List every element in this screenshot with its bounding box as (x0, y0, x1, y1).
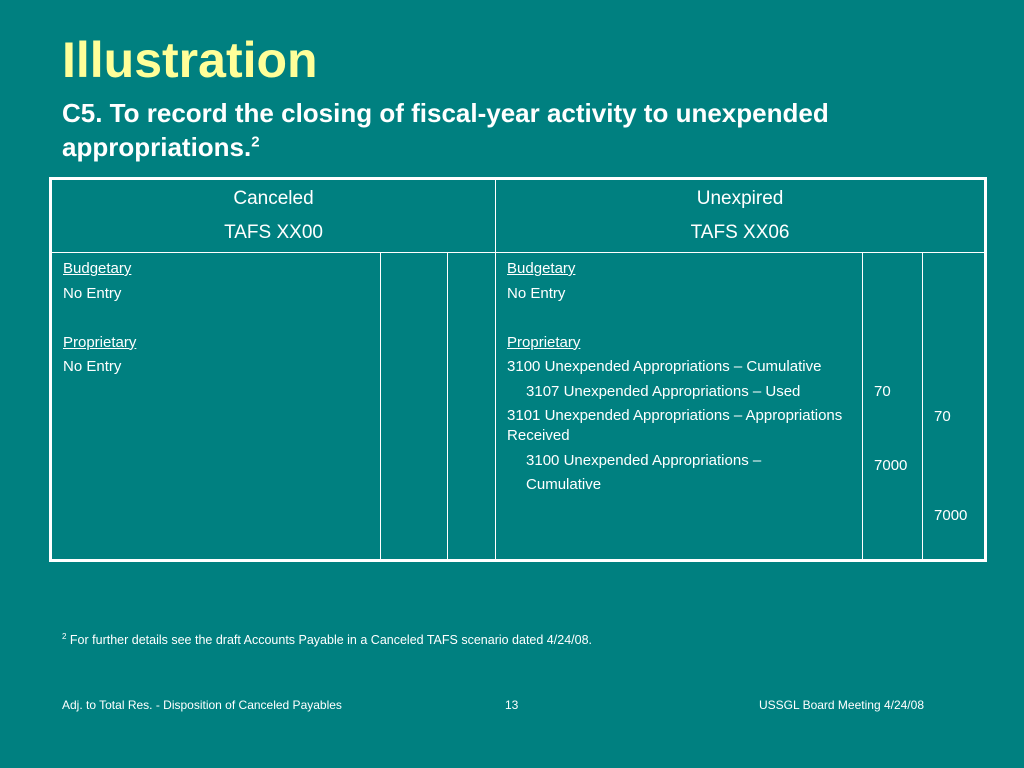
unexpired-header-line1: Unexpired (696, 188, 784, 209)
canceled-header: Canceled TAFS XX00 (49, 178, 497, 253)
entry-3101-debit: 3101 Unexpended Appropriations – Appropr… (507, 407, 843, 444)
journal-entry-table: Canceled TAFS XX00 Unexpired TAFS XX06 B… (49, 177, 988, 562)
unexpired-budgetary-label: Budgetary (507, 260, 576, 277)
footnote-text: For further details see the draft Accoun… (66, 633, 592, 647)
canceled-debit-cell (380, 252, 448, 561)
subtitle-footnote-marker: 2 (251, 133, 260, 151)
canceled-proprietary-label: Proprietary (63, 333, 137, 351)
canceled-budgetary-label: Budgetary (63, 260, 132, 277)
footnote: 2 For further details see the draft Acco… (62, 632, 592, 648)
slide-subtitle: C5. To record the closing of fiscal-year… (62, 96, 962, 164)
unexpired-debit-cell: 70 7000 (862, 252, 924, 561)
entry-3107-credit: 3107 Unexpended Appropriations – Used (526, 382, 801, 400)
canceled-header-line1: Canceled (233, 188, 314, 209)
unexpired-header: Unexpired TAFS XX06 (495, 178, 987, 253)
footer-left: Adj. to Total Res. - Disposition of Canc… (62, 698, 342, 712)
page-number: 13 (505, 698, 519, 712)
debit-amount: 70 (874, 383, 891, 400)
unexpired-proprietary-label: Proprietary (507, 333, 581, 351)
spacer (63, 308, 370, 333)
unexpired-header-line2: TAFS XX06 (690, 222, 790, 243)
entry-3100-debit: 3100 Unexpended Appropriations – Cumulat… (507, 358, 822, 375)
canceled-header-line2: TAFS XX00 (224, 222, 323, 243)
unexpired-accounts-cell: Budgetary No Entry Proprietary 3100 Unex… (495, 252, 864, 561)
table-body-row: Budgetary No Entry Proprietary No Entry … (50, 252, 987, 561)
canceled-accounts-cell: Budgetary No Entry Proprietary No Entry (50, 252, 381, 561)
slide-title: Illustration (62, 32, 318, 88)
debit-amounts: 70 7000 (874, 259, 912, 559)
spacer (507, 308, 852, 333)
subtitle-text: C5. To record the closing of fiscal-year… (62, 98, 829, 162)
canceled-budgetary-entry: No Entry (63, 284, 122, 302)
footer-right: USSGL Board Meeting 4/24/08 (759, 698, 924, 712)
unexpired-credit-cell: 70 7000 (922, 252, 987, 561)
credit-amount: 70 (934, 408, 951, 425)
footnote-marker: 2 (62, 631, 67, 641)
canceled-proprietary-entry: No Entry (63, 358, 122, 375)
debit-amount: 7000 (874, 457, 908, 474)
table-header-row: Canceled TAFS XX00 Unexpired TAFS XX06 (49, 178, 987, 253)
credit-amounts: 70 7000 (934, 259, 974, 559)
unexpired-budgetary-entry: No Entry (507, 284, 566, 302)
credit-amount: 7000 (934, 507, 968, 524)
entry-3100-credit-cont: Cumulative (526, 475, 602, 493)
entry-3100-credit: 3100 Unexpended Appropriations – (526, 451, 762, 469)
canceled-credit-cell (446, 252, 497, 561)
